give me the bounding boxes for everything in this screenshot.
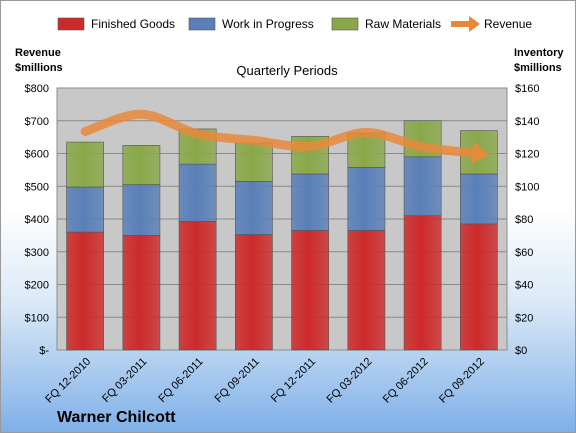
left-tick-label: $300 <box>25 247 49 259</box>
x-tick-label: FQ 03-2011 <box>100 356 149 405</box>
bar-raw-materials <box>66 141 104 188</box>
x-tick-label: FQ 09-2012 <box>437 356 487 406</box>
left-tick-label: $200 <box>25 280 49 292</box>
bar-work-in-progress <box>66 186 104 233</box>
revenue-line-path <box>80 109 484 158</box>
legend-swatch-finished-goods <box>57 17 85 31</box>
right-tick-label: $140 <box>515 116 539 128</box>
bar-finished-goods <box>235 234 273 351</box>
right-tick-label: $20 <box>515 312 533 324</box>
legend-arrowhead <box>469 16 480 32</box>
left-axis-title-line2: $millions <box>15 62 63 74</box>
legend-label-finished-goods: Finished Goods <box>91 17 175 31</box>
bar-finished-goods <box>66 231 104 351</box>
revenue-line-arrowhead <box>471 141 489 164</box>
right-axis-title-line2: $millions <box>514 62 562 74</box>
x-tick-label: FQ 06-2011 <box>156 356 205 405</box>
x-tick-label: FQ 12-2010 <box>43 356 93 406</box>
left-axis-ticks: $- $100 $200 $300 $400 $500 $600 $700 $800 <box>25 83 50 357</box>
bar-work-in-progress <box>178 163 217 222</box>
bar-work-in-progress <box>235 181 273 235</box>
bar-finished-goods <box>460 223 498 351</box>
legend: Finished Goods Work in Progress Raw Materi… <box>57 16 532 32</box>
bar-finished-goods <box>347 230 386 351</box>
bar-work-in-progress <box>347 167 386 231</box>
legend-swatch-work-in-progress <box>188 17 216 31</box>
legend-label-revenue: Revenue <box>484 17 532 31</box>
left-tick-label: $- <box>39 345 49 357</box>
x-tick-label: FQ 12-2011 <box>269 356 318 405</box>
left-tick-label: $100 <box>25 312 49 324</box>
right-tick-label: $0 <box>515 345 527 357</box>
legend-label-raw-materials: Raw Materials <box>365 17 441 31</box>
bar-raw-materials <box>122 145 161 185</box>
left-axis-title-line1: Revenue <box>15 47 61 59</box>
x-axis-ticks: FQ 12-2010 FQ 03-2011 FQ 06-2011 FQ 09-2011… <box>43 356 487 406</box>
bars <box>66 120 498 351</box>
left-tick-label: $500 <box>25 181 49 193</box>
company-name: Warner Chilcott <box>57 409 176 426</box>
left-tick-label: $600 <box>25 149 49 161</box>
right-tick-label: $100 <box>515 181 539 193</box>
bar-raw-materials <box>235 142 273 182</box>
bar-work-in-progress <box>403 156 442 217</box>
right-tick-label: $160 <box>515 83 539 95</box>
bar-finished-goods <box>122 235 161 351</box>
right-tick-label: $120 <box>515 149 539 161</box>
x-tick-label: FQ 09-2011 <box>213 356 262 405</box>
bar-work-in-progress <box>460 173 498 225</box>
bar-work-in-progress <box>122 184 161 236</box>
left-tick-label: $700 <box>25 116 49 128</box>
bar-finished-goods <box>178 221 217 351</box>
right-tick-label: $40 <box>515 280 533 292</box>
bar-work-in-progress <box>291 173 329 231</box>
right-tick-label: $80 <box>515 214 533 226</box>
right-axis-ticks: $0 $20 $40 $60 $80 $100 $120 $140 $160 <box>515 83 539 357</box>
plot-title: Quarterly Periods <box>236 63 338 78</box>
bar-finished-goods <box>403 215 442 351</box>
revenue-line <box>80 109 489 164</box>
bar-finished-goods <box>291 230 329 351</box>
right-axis-title-line1: Inventory <box>514 47 564 59</box>
left-tick-label: $800 <box>25 83 49 95</box>
legend-label-work-in-progress: Work in Progress <box>222 17 314 31</box>
legend-swatch-raw-materials <box>331 17 359 31</box>
x-tick-label: FQ 03-2012 <box>325 356 375 406</box>
right-tick-label: $60 <box>515 247 533 259</box>
x-tick-label: FQ 06-2012 <box>381 356 431 406</box>
left-tick-label: $400 <box>25 214 49 226</box>
